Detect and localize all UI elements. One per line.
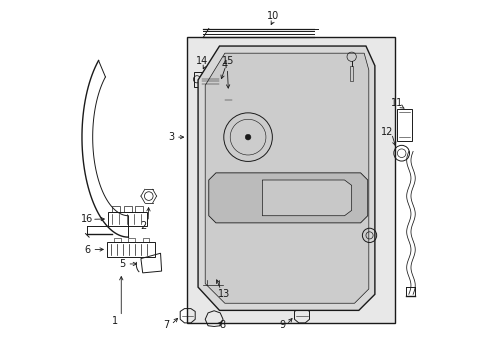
Bar [349,66,352,81]
Text: 15: 15 [222,56,234,66]
Bar [112,206,120,212]
Bar [107,242,155,257]
Text: 10: 10 [267,12,279,21]
Text: 9: 9 [278,320,285,330]
Polygon shape [208,173,367,223]
Bar [215,273,224,280]
Text: 4: 4 [222,60,227,70]
Polygon shape [262,180,351,216]
Bar [123,206,131,212]
Text: 6: 6 [84,245,90,255]
Text: 5: 5 [119,259,125,269]
Bar [135,206,143,212]
Bar [397,109,411,141]
Text: 1: 1 [112,316,118,326]
Polygon shape [205,53,368,303]
Bar [128,238,135,242]
Text: 2: 2 [141,221,146,231]
Bar [142,238,149,242]
Text: 14: 14 [195,56,207,66]
Text: 7: 7 [163,320,169,330]
Text: 8: 8 [219,320,225,330]
Bar [201,273,211,280]
Bar [187,37,394,323]
Text: 3: 3 [168,132,174,142]
Text: 16: 16 [81,214,93,224]
Text: 11: 11 [390,98,402,108]
Circle shape [244,134,250,140]
Bar [108,212,147,226]
Text: 13: 13 [217,289,229,298]
Text: 12: 12 [380,127,392,137]
Polygon shape [198,46,374,310]
Bar [114,238,121,242]
